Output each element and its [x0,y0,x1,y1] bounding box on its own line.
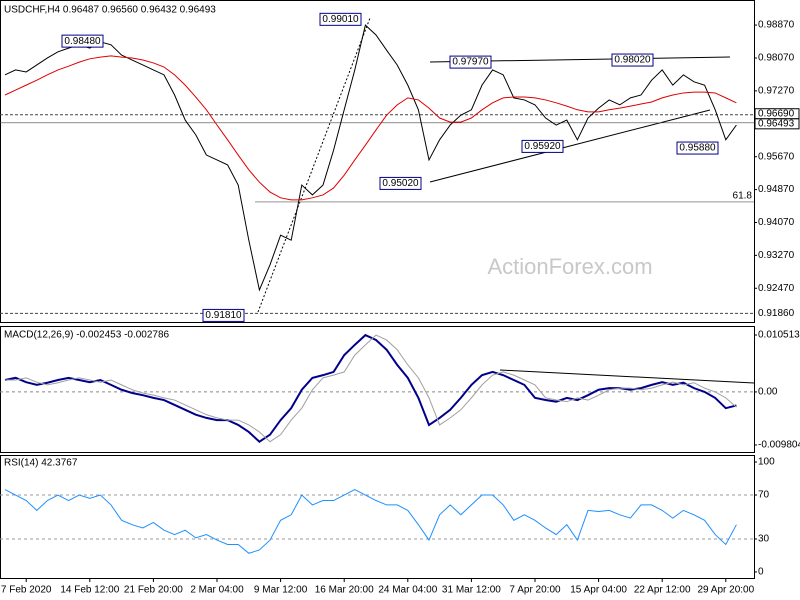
x-tick-label: 7 Feb 2020 [1,585,52,596]
trendline [499,369,755,384]
y-tick-label: 0.95670 [758,151,795,162]
y-tick-label: 0.010513 [758,330,800,341]
y-tick-label: 100 [758,457,775,468]
x-tick-label: 24 Mar 04:00 [378,585,437,596]
level-label-box [755,308,799,319]
y-tick-label: 0 [758,567,764,578]
annotation-label: 0.91810 [205,310,242,321]
series-line [4,488,737,554]
x-tick-label: 9 Mar 12:00 [254,585,308,596]
x-tick-label: 14 Feb 12:00 [60,585,119,596]
price-frame [0,0,755,323]
rsi-title: RSI(14) 42.3767 [4,458,78,469]
annotation-box [379,176,422,190]
series-line [5,334,737,443]
level-label: 0.96690 [758,108,795,119]
annotation-box [449,55,492,69]
x-tick-label: 22 Apr 12:00 [634,585,691,596]
series-line [4,55,737,201]
annotation-label: 0.95020 [382,178,419,189]
trendline [257,17,371,313]
annotation-box [61,34,104,48]
level-label: 0.91860 [758,308,795,319]
y-tick-label: 0.92470 [758,283,795,294]
annotation-label: 0.99010 [322,14,359,25]
annotation-label: 0.98020 [614,55,651,66]
x-tick-label: 29 Apr 20:00 [697,585,754,596]
level-label: 0.96493 [758,118,795,129]
rsi-frame [0,455,755,579]
series-line [4,333,737,443]
macd-title: MACD(12,26,9) -0.002453 -0.002786 [4,330,170,341]
y-tick-label: -0.009804 [758,440,800,451]
annotation-label: 0.98480 [64,36,101,47]
annotation-box [319,12,362,26]
annotation-label: 0.97970 [452,57,489,68]
level-label-box [754,118,800,130]
x-tick-label: 15 Apr 04:00 [570,585,627,596]
y-tick-label: 0.94870 [758,184,795,195]
annotation-label: 0.95920 [524,141,561,152]
x-tick-label: 21 Feb 20:00 [124,585,183,596]
x-tick-label: 16 Mar 20:00 [315,585,374,596]
annotation-label: 0.95880 [679,143,716,154]
x-tick-label: 7 Apr 20:00 [509,585,561,596]
y-tick-label: 0.98870 [758,20,795,31]
y-tick-label: 0.97270 [758,86,795,97]
price-title: USDCHF,H4 0.96487 0.96560 0.96432 0.9649… [4,5,216,16]
y-tick-label: 0.93270 [758,250,795,261]
y-tick-label: 30 [758,534,770,545]
trendline [429,109,711,183]
x-tick-label: 2 Mar 04:00 [190,585,244,596]
watermark: ActionForex.com [487,254,652,279]
y-tick-label: 0.98070 [758,53,795,64]
annotation-box [611,53,654,67]
x-tick-label: 31 Mar 12:00 [442,585,501,596]
annotation-box [521,139,564,153]
y-tick-label: 70 [758,490,770,501]
fib-label: 61.8 [733,191,753,202]
annotation-box [202,308,245,322]
y-tick-label: 0.00 [758,387,778,398]
macd-frame [0,326,755,453]
y-tick-label: 0.94070 [758,217,795,228]
annotation-box [676,141,719,155]
